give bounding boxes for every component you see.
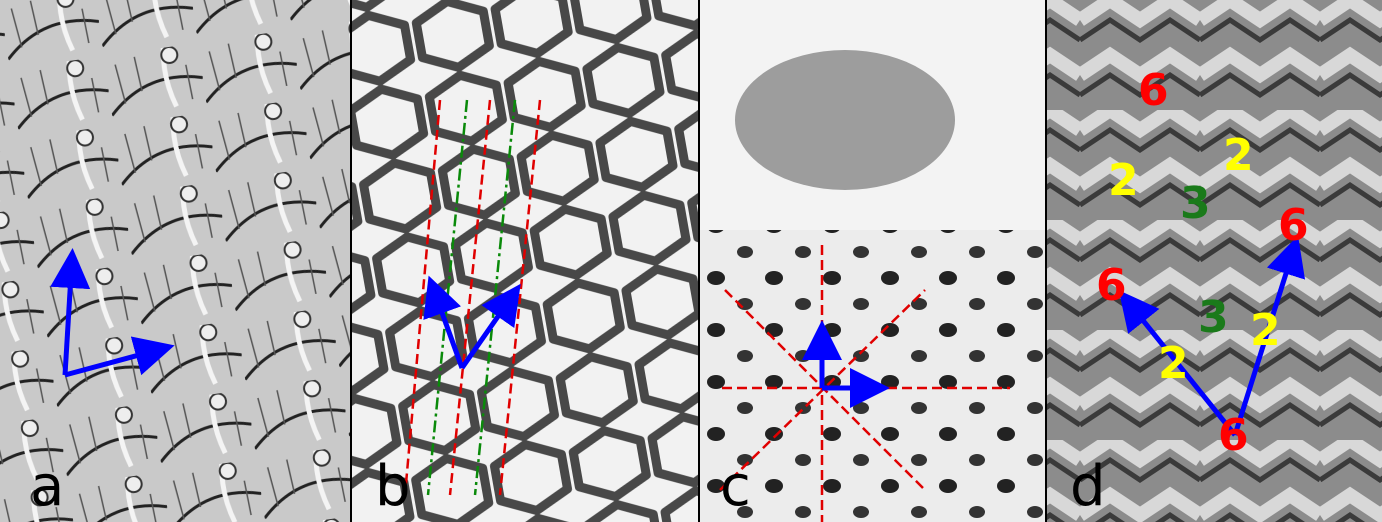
annotation: 2	[1223, 130, 1254, 181]
panel-a: a	[0, 0, 350, 522]
annotation: 6	[1218, 410, 1249, 461]
divider	[1045, 0, 1047, 522]
annotation: 2	[1158, 338, 1189, 389]
annotation: 2	[1250, 305, 1281, 356]
panel-c: c	[700, 0, 1045, 522]
annotation: 6	[1138, 65, 1169, 116]
annotation: 6	[1278, 200, 1309, 251]
annotation: 2	[1108, 155, 1139, 206]
panel-label: b	[375, 454, 411, 519]
annotation: 6	[1096, 260, 1127, 311]
panel-label: d	[1070, 454, 1106, 519]
panel-label: c	[720, 454, 751, 519]
annotation: 3	[1198, 292, 1229, 343]
divider	[698, 0, 700, 522]
panel-d: 6 2 2 3 6 6 3 2 2 6 d	[1047, 0, 1382, 522]
divider	[350, 0, 352, 522]
panel-label: a	[30, 454, 64, 519]
annotation: 3	[1180, 178, 1211, 229]
panel-b: b	[352, 0, 698, 522]
